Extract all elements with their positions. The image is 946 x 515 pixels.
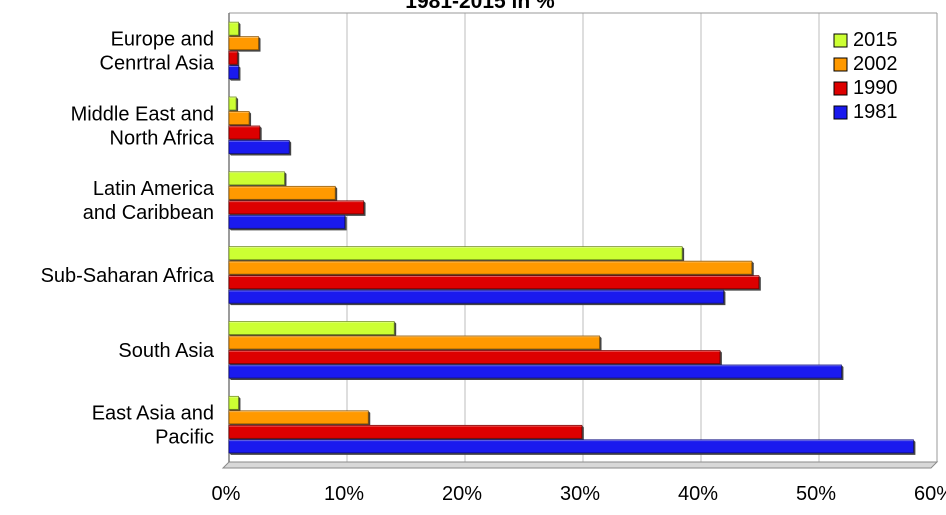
category-label: Sub-Saharan Africa (41, 265, 215, 287)
bar-1981 (228, 289, 724, 304)
category-label: Pacific (155, 427, 214, 449)
bar-1981 (228, 140, 290, 154)
legend-label: 1981 (853, 101, 898, 123)
category-label: Latin America (93, 178, 215, 200)
bar-2015 (228, 21, 239, 36)
bar-1990 (228, 275, 760, 290)
bar-1990 (228, 424, 583, 439)
bar-2002 (228, 410, 369, 425)
x-tick-label: 10% (324, 483, 364, 505)
bar-2002 (228, 111, 250, 125)
axis-floor (221, 461, 939, 469)
x-tick-label: 20% (442, 483, 482, 505)
legend-label: 2015 (853, 29, 898, 51)
legend-swatch-1981 (833, 105, 848, 120)
x-tick-label: 0% (212, 483, 241, 505)
legend-label: 2002 (853, 53, 898, 75)
bar-1981 (228, 65, 239, 80)
category-label: East Asia and (92, 403, 214, 425)
category-label: Cenrtral Asia (100, 52, 215, 74)
bar-2015 (228, 246, 683, 261)
bar-1990 (228, 200, 364, 215)
legend-swatch-2002 (833, 57, 848, 72)
category-label: South Asia (118, 340, 215, 362)
x-tick-label: 30% (560, 483, 600, 505)
bar-2015 (228, 171, 285, 186)
bar-1990 (228, 125, 261, 140)
bar-2015 (228, 96, 237, 111)
category-label: and Caribbean (83, 202, 214, 224)
bar-2015 (228, 395, 239, 410)
legend-swatch-1990 (833, 81, 848, 96)
legend-swatch-2015 (833, 33, 848, 48)
bar-1981 (228, 439, 914, 454)
bar-2002 (228, 185, 336, 200)
category-label: Europe and (111, 28, 214, 50)
legend-label: 1990 (853, 77, 898, 99)
bar-2015 (228, 321, 395, 335)
bar-1981 (228, 214, 346, 229)
bar-1990 (228, 50, 238, 65)
x-tick-label: 60% (914, 483, 946, 505)
bar-2002 (228, 36, 259, 51)
bar-2002 (228, 260, 753, 275)
category-label: North Africa (110, 127, 215, 149)
chart-title: 1981-2015 in % (405, 0, 555, 13)
x-tick-label: 40% (678, 483, 718, 505)
bar-1981 (228, 364, 842, 379)
bar-1990 (228, 350, 721, 364)
category-label: Middle East and (71, 103, 214, 125)
x-tick-label: 50% (796, 483, 836, 505)
bar-2002 (228, 335, 600, 350)
